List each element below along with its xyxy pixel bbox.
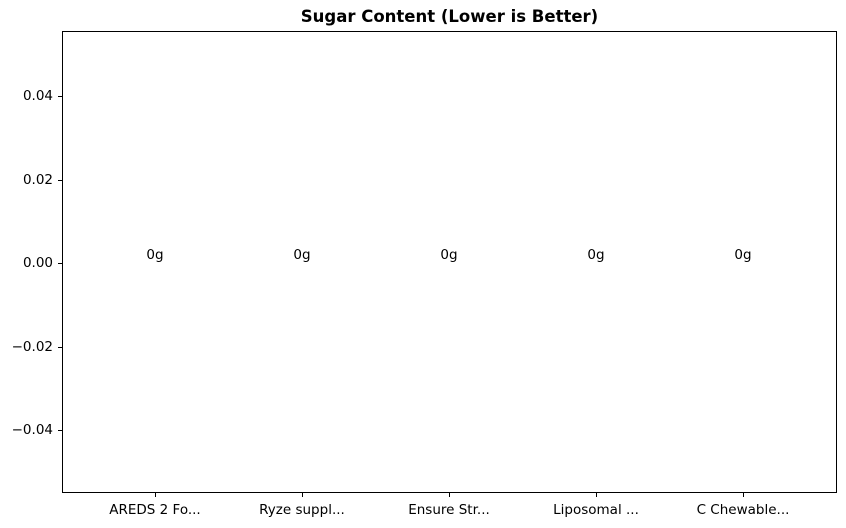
x-tick-label: C Chewable... (696, 502, 790, 518)
plot-area (62, 31, 837, 493)
y-tick-mark (58, 95, 62, 97)
bar-value-label: 0g (587, 247, 605, 263)
y-tick-label: 0.04 (22, 88, 53, 104)
y-tick-mark (58, 179, 62, 181)
y-tick-label: 0.02 (22, 172, 53, 188)
x-tick-mark (743, 493, 744, 497)
y-tick-mark (58, 430, 62, 431)
bar-value-label: 0g (146, 247, 164, 263)
bar-value-label: 0g (293, 247, 311, 263)
y-tick-mark (58, 346, 62, 348)
x-tick-mark (596, 493, 597, 497)
bar-value-label: 0g (440, 247, 458, 263)
x-tick-label: Liposomal ... (553, 502, 639, 518)
x-tick-label: AREDS 2 Fo... (109, 502, 201, 518)
x-tick-mark (302, 493, 303, 497)
y-tick-label: 0.00 (22, 255, 53, 271)
y-tick-label: −0.04 (11, 422, 53, 438)
bar-value-label: 0g (734, 247, 752, 263)
x-tick-label: Ensure Str... (408, 502, 490, 518)
x-tick-label: Ryze suppl... (259, 502, 345, 518)
x-tick-mark (449, 493, 450, 497)
y-tick-label: −0.02 (11, 339, 53, 355)
y-tick-mark (58, 262, 62, 264)
x-tick-mark (155, 493, 156, 497)
chart-title: Sugar Content (Lower is Better) (300, 7, 599, 26)
